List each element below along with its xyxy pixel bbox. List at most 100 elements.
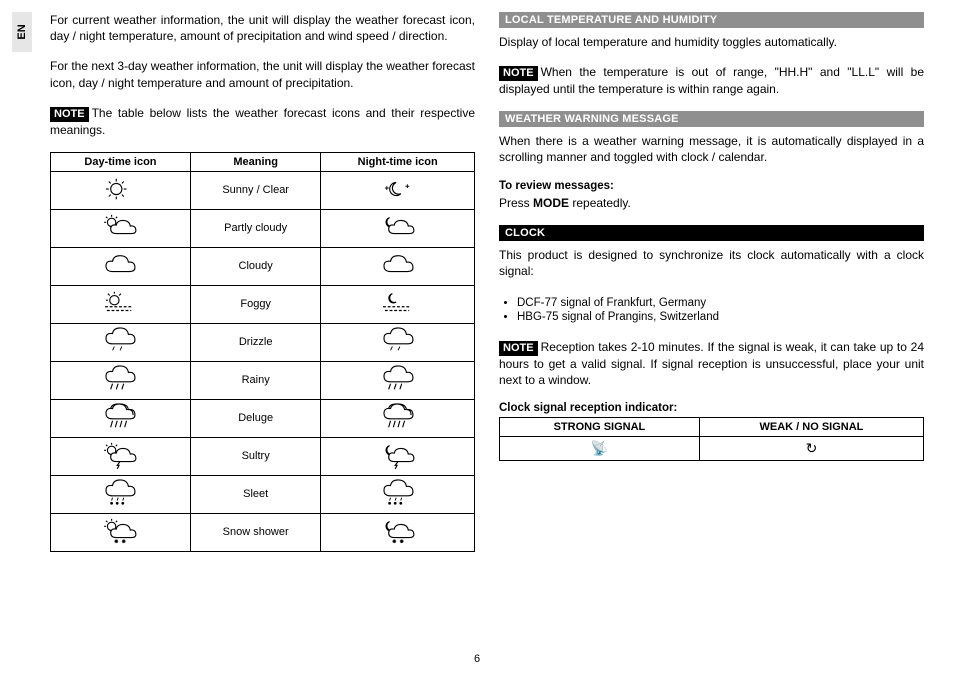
meaning-cell: Sultry [190,437,320,475]
cloud-deluge-icon [375,403,421,431]
cloud-drizzle-icon [97,327,143,355]
table-row: Drizzle [51,323,475,361]
th-day-icon: Day-time icon [51,152,191,171]
bullet-item: HBG-75 signal of Prangins, Switzerland [517,311,924,323]
strong-signal-cell: 📡 [500,437,700,461]
day-icon-cell [51,513,191,551]
signal-table: STRONG SIGNAL WEAK / NO SIGNAL 📡 ↻ [499,417,924,461]
table-row: Snow shower [51,513,475,551]
sun-cloud-snow-icon [97,517,143,545]
moon-cloud-snow-icon [375,517,421,545]
day-icon-cell [51,323,191,361]
page: EN For current weather information, the … [0,0,954,673]
clock-note: NOTEReception takes 2-10 minutes. If the… [499,339,924,388]
day-icon-cell [51,247,191,285]
cloud-rain-icon [97,365,143,393]
warning-p1: When there is a weather warning message,… [499,133,924,165]
meaning-cell: Deluge [190,399,320,437]
review-instruction: Press MODE repeatedly. [499,195,924,211]
meaning-cell: Cloudy [190,247,320,285]
weak-signal-icon: ↻ [806,440,818,456]
th-meaning: Meaning [190,152,320,171]
cloud-icon [375,251,421,279]
table-row: Sunny / Clear [51,171,475,209]
meaning-cell: Partly cloudy [190,209,320,247]
cloud-sleet-icon [97,479,143,507]
page-number: 6 [474,653,480,665]
th-strong-signal: STRONG SIGNAL [500,418,700,437]
review-text-a: Press [499,196,533,210]
night-icon-cell [321,323,475,361]
moon-cloud-bolt-icon [375,441,421,469]
sun-icon [97,175,143,203]
night-icon-cell [321,437,475,475]
cloud-deluge-icon [97,403,143,431]
section-header-warning: WEATHER WARNING MESSAGE [499,111,924,127]
day-icon-cell [51,171,191,209]
night-icon-cell [321,285,475,323]
table-row: Sultry [51,437,475,475]
moon-sparkle-icon [375,175,421,203]
local-p1: Display of local temperature and humidit… [499,34,924,50]
language-tab-label: EN [16,24,28,39]
day-icon-cell [51,475,191,513]
moon-fog-icon [375,289,421,317]
clock-bullets: DCF-77 signal of Frankfurt, Germany HBG-7… [499,297,924,325]
mode-button-label: MODE [533,196,569,210]
weak-signal-cell: ↻ [699,437,923,461]
section-header-local: LOCAL TEMPERATURE AND HUMIDITY [499,12,924,28]
review-text-c: repeatedly. [569,196,631,210]
cloud-sleet-icon [375,479,421,507]
th-weak-signal: WEAK / NO SIGNAL [699,418,923,437]
left-column: For current weather information, the uni… [50,12,475,661]
table-row: Partly cloudy [51,209,475,247]
moon-cloud-icon [375,213,421,241]
clock-note-text: Reception takes 2-10 minutes. If the sig… [499,340,924,387]
intro-paragraph-1: For current weather information, the uni… [50,12,475,44]
language-tab: EN [12,12,32,52]
meaning-cell: Foggy [190,285,320,323]
note-badge: NOTE [50,107,89,122]
section-header-clock: CLOCK [499,225,924,241]
sun-cloud-bolt-icon [97,441,143,469]
night-icon-cell [321,209,475,247]
meaning-cell: Drizzle [190,323,320,361]
bullet-item: DCF-77 signal of Frankfurt, Germany [517,297,924,309]
night-icon-cell [321,171,475,209]
note-badge: NOTE [499,341,538,356]
signal-subhead: Clock signal reception indicator: [499,402,924,414]
local-note: NOTEWhen the temperature is out of range… [499,64,924,97]
intro-paragraph-2: For the next 3-day weather information, … [50,58,475,90]
right-column: LOCAL TEMPERATURE AND HUMIDITY Display o… [499,12,924,661]
day-icon-cell [51,209,191,247]
night-icon-cell [321,361,475,399]
sun-cloud-icon [97,213,143,241]
night-icon-cell [321,513,475,551]
note-paragraph: NOTEThe table below lists the weather fo… [50,105,475,138]
meaning-cell: Sunny / Clear [190,171,320,209]
cloud-rain-icon [375,365,421,393]
day-icon-cell [51,285,191,323]
local-note-text: When the temperature is out of range, "H… [499,65,924,96]
cloud-icon [97,251,143,279]
sun-fog-icon [97,289,143,317]
table-row: Rainy [51,361,475,399]
strong-signal-icon: 📡 [591,440,608,456]
day-icon-cell [51,361,191,399]
table-row: Foggy [51,285,475,323]
meaning-cell: Sleet [190,475,320,513]
table-row: Deluge [51,399,475,437]
meaning-cell: Snow shower [190,513,320,551]
table-row: Sleet [51,475,475,513]
table-row: Cloudy [51,247,475,285]
night-icon-cell [321,247,475,285]
night-icon-cell [321,475,475,513]
clock-p1: This product is designed to synchronize … [499,247,924,279]
review-subhead: To review messages: [499,180,924,192]
day-icon-cell [51,399,191,437]
note-text: The table below lists the weather foreca… [50,106,475,137]
day-icon-cell [51,437,191,475]
columns: For current weather information, the uni… [50,12,924,661]
meaning-cell: Rainy [190,361,320,399]
note-badge: NOTE [499,66,538,81]
